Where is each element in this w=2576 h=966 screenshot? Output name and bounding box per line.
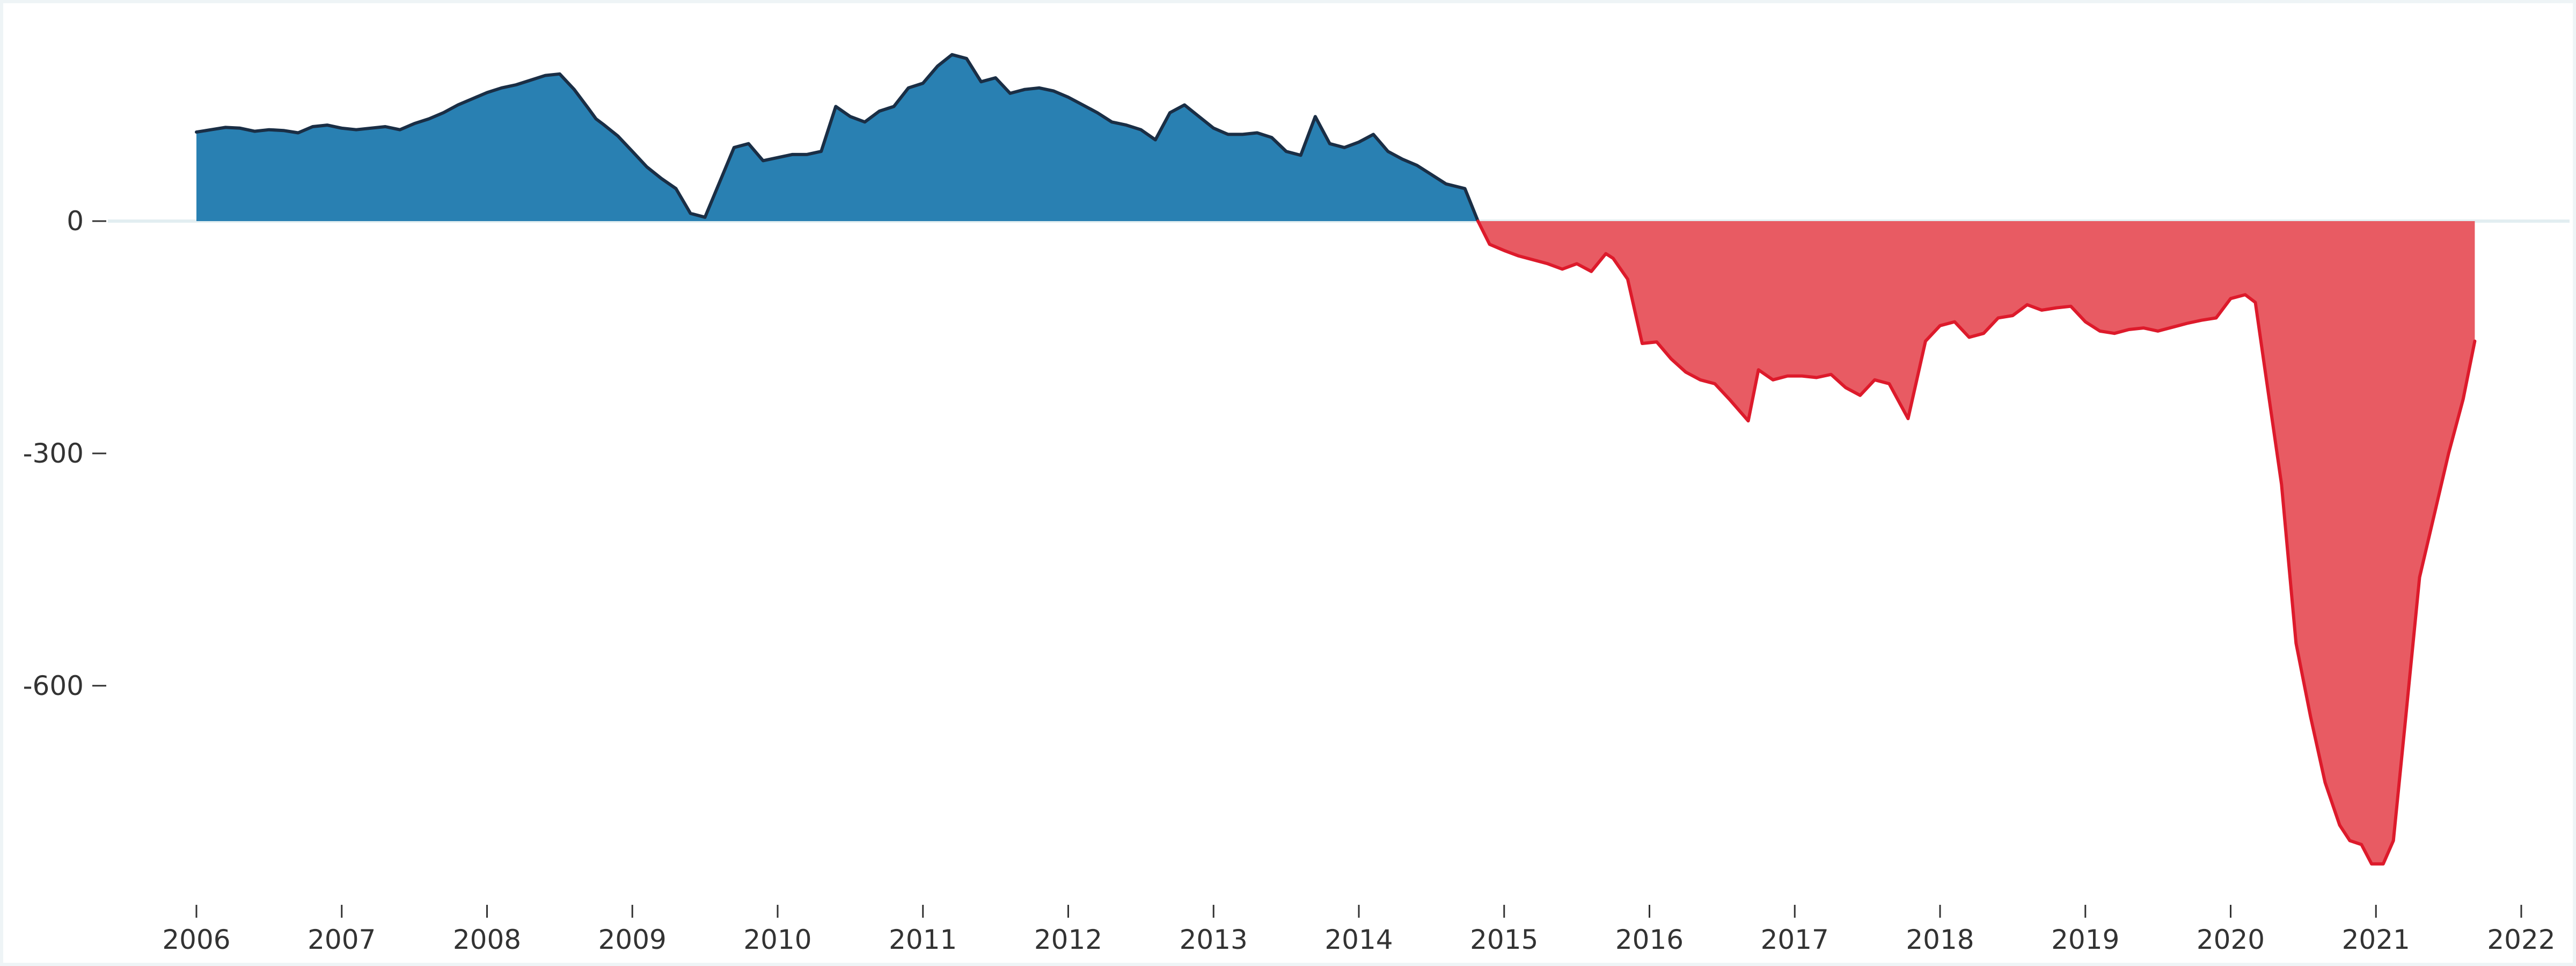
- x-tick-label-2007: 2007: [308, 924, 376, 955]
- x-tick-label-2019: 2019: [2051, 924, 2119, 955]
- x-tick-label-2008: 2008: [453, 924, 521, 955]
- y-tick-label-0: 0: [67, 206, 84, 237]
- x-tick-label-2021: 2021: [2342, 924, 2410, 955]
- x-axis: 2006 2007 2008 2009 2010 2011 2012 2013 2014 2015…: [162, 905, 2556, 955]
- diverging-area-chart: 2006 2007 2008 2009 2010 2011 2012 2013 2014 2015…: [23, 53, 2570, 955]
- positive-series-line: [195, 53, 1480, 223]
- x-tick-label-2010: 2010: [743, 924, 811, 955]
- y-tick-label--600: -600: [23, 670, 84, 701]
- x-tick-label-2009: 2009: [598, 924, 667, 955]
- positive-series-area: [196, 54, 1478, 222]
- negative-series-area: [1478, 221, 2475, 864]
- chart-frame: 2006 2007 2008 2009 2010 2011 2012 2013 2014 2015…: [3, 3, 2573, 963]
- x-tick-label-2013: 2013: [1180, 924, 1248, 955]
- plot-area: [108, 53, 2570, 866]
- y-axis: 0 -300 -600: [23, 206, 106, 701]
- x-tick-label-2006: 2006: [162, 924, 230, 955]
- x-tick-label-2011: 2011: [889, 924, 957, 955]
- x-tick-label-2017: 2017: [1761, 924, 1829, 955]
- x-tick-label-2012: 2012: [1034, 924, 1102, 955]
- x-tick-label-2018: 2018: [1906, 924, 1974, 955]
- x-tick-label-2022: 2022: [2487, 924, 2555, 955]
- y-tick-label--300: -300: [23, 438, 84, 469]
- negative-series-line: [1476, 219, 2477, 866]
- x-tick-label-2014: 2014: [1324, 924, 1393, 955]
- x-tick-label-2015: 2015: [1470, 924, 1538, 955]
- x-tick-label-2016: 2016: [1615, 924, 1684, 955]
- x-tick-label-2020: 2020: [2197, 924, 2265, 955]
